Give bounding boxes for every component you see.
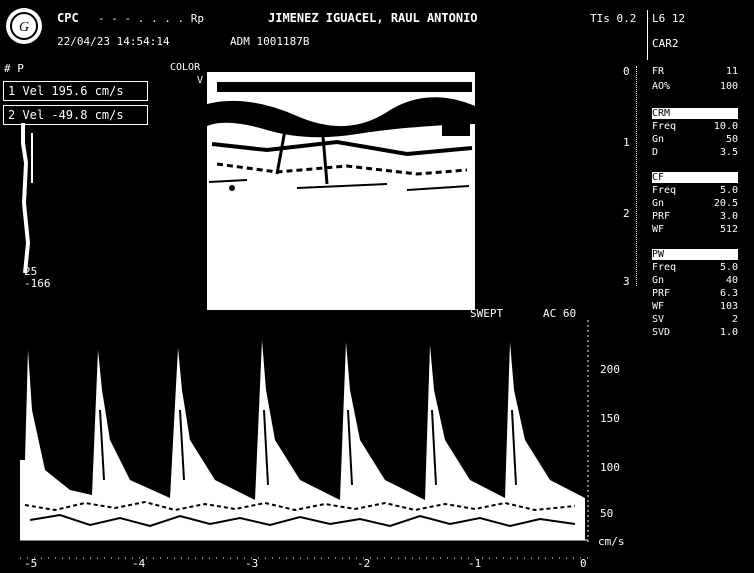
crm-freq-val: 10.0 xyxy=(713,121,738,132)
cf-wf-key: WF xyxy=(652,224,665,235)
pw-svd-val: 1.0 xyxy=(719,327,738,338)
depth-3: 3 xyxy=(623,275,630,288)
cf-prf-val: 3.0 xyxy=(719,211,738,222)
cf-gain-val: 20.5 xyxy=(713,198,738,209)
y-tick-200: 200 xyxy=(600,363,620,376)
spectral-mode: SWEPT xyxy=(470,307,504,320)
depth-0: 0 xyxy=(623,65,630,78)
crm-header[interactable]: CRM xyxy=(652,108,738,119)
pw-sv-key: SV xyxy=(652,314,665,325)
crm-freq: Freq 10.0 xyxy=(652,121,738,132)
params-panel: FR 11 AO% 100 CRM Freq 10.0 Gn 50 D 3.5 CF Fr… xyxy=(652,66,738,338)
cf-freq-key: Freq xyxy=(652,185,677,196)
header-divider xyxy=(647,10,648,60)
cf-title: CF xyxy=(652,172,665,183)
pw-gain-val: 40 xyxy=(725,275,738,286)
param-ao-key: AO% xyxy=(652,81,671,92)
pw-title: PW xyxy=(652,249,665,260)
pw-freq-key: Freq xyxy=(652,262,677,273)
x-tick-5: -5 xyxy=(24,557,38,570)
pw-wf-val: 103 xyxy=(719,301,738,312)
x-tick-4: -4 xyxy=(132,557,146,570)
mini-trace xyxy=(21,123,33,274)
cf-freq-val: 5.0 xyxy=(719,185,738,196)
measurement-1[interactable]: 1 Vel 195.6 cm/s xyxy=(3,81,148,101)
exam-datetime: 22/04/23 14:54:14 xyxy=(57,35,170,48)
ge-logo-mark: G xyxy=(10,12,38,40)
pw-gain: Gn 40 xyxy=(652,275,738,286)
y-unit: cm/s xyxy=(598,535,625,548)
svg-text:G: G xyxy=(19,20,29,35)
measurement-1-text: 1 Vel 195.6 cm/s xyxy=(8,84,124,98)
measurement-2-text: 2 Vel -49.8 cm/s xyxy=(8,108,124,122)
x-tick-3: -3 xyxy=(245,557,259,570)
spectral-noise xyxy=(24,409,576,528)
pw-svd: SVD 1.0 xyxy=(652,327,738,338)
cf-wf-val: 512 xyxy=(719,224,738,235)
cf-gain: Gn 20.5 xyxy=(652,198,738,209)
system-suffix: - - - . . . . Rp xyxy=(98,12,204,25)
spectral-angle: AC 60 xyxy=(543,307,577,320)
pw-wf-key: WF xyxy=(652,301,665,312)
crm-title: CRM xyxy=(652,108,671,119)
crm-depth: D 3.5 xyxy=(652,147,738,158)
trace-label: # P xyxy=(4,62,24,75)
measurement-2[interactable]: 2 Vel -49.8 cm/s xyxy=(3,105,148,125)
param-fr-val: 11 xyxy=(725,66,738,77)
pw-header[interactable]: PW xyxy=(652,249,738,260)
spectral-doppler-plot[interactable] xyxy=(0,320,600,570)
y-tick-150: 150 xyxy=(600,412,620,425)
crm-gain-key: Gn xyxy=(652,134,665,145)
crm-depth-val: 3.5 xyxy=(719,147,738,158)
spectral-waveform xyxy=(20,340,585,540)
accession-number: ADM 1001187B xyxy=(230,35,310,48)
patient-name: JIMENEZ IGUACEL, RAUL ANTONIO xyxy=(268,11,478,25)
color-label-2: V xyxy=(197,75,204,86)
depth-2: 2 xyxy=(623,207,630,220)
crm-gain: Gn 50 xyxy=(652,134,738,145)
probe-name: L6 12 xyxy=(652,12,686,25)
mini-scale-top: 25 xyxy=(24,265,38,278)
bmode-texture xyxy=(207,64,475,191)
crm-depth-key: D xyxy=(652,147,659,158)
pw-prf-val: 6.3 xyxy=(719,288,738,299)
thermal-index: TIs 0.2 xyxy=(590,12,637,25)
cf-gain-key: Gn xyxy=(652,198,665,209)
param-fr-key: FR xyxy=(652,66,665,77)
y-tick-50: 50 xyxy=(600,507,614,520)
color-label: COLOR xyxy=(170,62,201,73)
pw-freq-val: 5.0 xyxy=(719,262,738,273)
pw-prf-key: PRF xyxy=(652,288,671,299)
pw-svd-key: SVD xyxy=(652,327,671,338)
cf-prf-key: PRF xyxy=(652,211,671,222)
cf-freq: Freq 5.0 xyxy=(652,185,738,196)
mini-scale-bottom: -166 xyxy=(24,277,51,290)
depth-1: 1 xyxy=(623,136,630,149)
cf-header[interactable]: CF xyxy=(652,172,738,183)
cf-wf: WF 512 xyxy=(652,224,738,235)
x-tick-2: -2 xyxy=(357,557,371,570)
pw-wf: WF 103 xyxy=(652,301,738,312)
param-ao-val: 100 xyxy=(719,81,738,92)
pw-prf: PRF 6.3 xyxy=(652,288,738,299)
cf-prf: PRF 3.0 xyxy=(652,211,738,222)
param-fr: FR 11 xyxy=(652,66,738,77)
ge-logo-icon: G xyxy=(6,8,42,44)
crm-freq-key: Freq xyxy=(652,121,677,132)
x-tick-0: 0 xyxy=(580,557,587,570)
pw-sv-val: 2 xyxy=(731,314,738,325)
param-ao: AO% 100 xyxy=(652,81,738,92)
pw-gain-key: Gn xyxy=(652,275,665,286)
depth-axis xyxy=(636,66,638,286)
crm-gain-val: 50 xyxy=(725,134,738,145)
bmode-image[interactable] xyxy=(207,64,475,310)
system-name: CPC xyxy=(57,11,79,25)
preset-name: CAR2 xyxy=(652,37,679,50)
x-tick-1: -1 xyxy=(468,557,482,570)
y-tick-100: 100 xyxy=(600,461,620,474)
pw-freq: Freq 5.0 xyxy=(652,262,738,273)
pw-sv: SV 2 xyxy=(652,314,738,325)
